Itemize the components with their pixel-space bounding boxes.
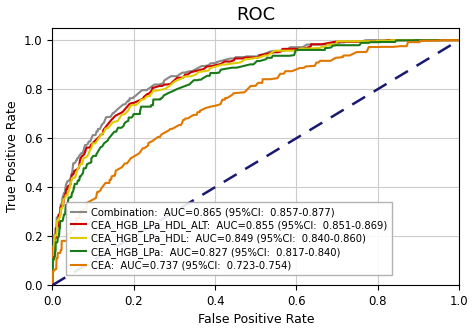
CEA_HGB_LPa_HDL:  AUC=0.849 (95%CI:  0.840-0.860): (0.351, 0.858): AUC=0.849 (95%CI: 0.840-0.860): (0.351, … — [192, 73, 198, 77]
Line: Combination:  AUC=0.865 (95%CI:  0.857-0.877): Combination: AUC=0.865 (95%CI: 0.857-0.8… — [53, 40, 459, 285]
CEA:  AUC=0.737 (95%CI:  0.723-0.754): (0.403, 0.733): AUC=0.737 (95%CI: 0.723-0.754): (0.403, … — [213, 104, 219, 108]
CEA_HGB_LPa_HDL_ALT:  AUC=0.855 (95%CI:  0.851-0.869): (1, 1): AUC=0.855 (95%CI: 0.851-0.869): (1, 1) — [456, 38, 462, 42]
Line: CEA_HGB_LPa_HDL_ALT:  AUC=0.855 (95%CI:  0.851-0.869): CEA_HGB_LPa_HDL_ALT: AUC=0.855 (95%CI: 0… — [53, 40, 459, 285]
Line: CEA_HGB_LPa:  AUC=0.827 (95%CI:  0.817-0.840): CEA_HGB_LPa: AUC=0.827 (95%CI: 0.817-0.8… — [53, 40, 459, 285]
Combination:  AUC=0.865 (95%CI:  0.857-0.877): (0, 0): AUC=0.865 (95%CI: 0.857-0.877): (0, 0) — [50, 283, 55, 287]
CEA_HGB_LPa_HDL_ALT:  AUC=0.855 (95%CI:  0.851-0.869): (0.249, 0.806): AUC=0.855 (95%CI: 0.851-0.869): (0.249, … — [151, 86, 156, 90]
CEA_HGB_LPa:  AUC=0.827 (95%CI:  0.817-0.840): (0.969, 1): AUC=0.827 (95%CI: 0.817-0.840): (0.969, … — [444, 38, 449, 42]
Title: ROC: ROC — [236, 6, 275, 24]
Combination:  AUC=0.865 (95%CI:  0.857-0.877): (0.968, 1): AUC=0.865 (95%CI: 0.857-0.877): (0.968, … — [443, 38, 449, 42]
Combination:  AUC=0.865 (95%CI:  0.857-0.877): (0.276, 0.837): AUC=0.865 (95%CI: 0.857-0.877): (0.276, … — [162, 78, 168, 82]
CEA_HGB_LPa_HDL:  AUC=0.849 (95%CI:  0.840-0.860): (1, 1): AUC=0.849 (95%CI: 0.840-0.860): (1, 1) — [456, 38, 462, 42]
Combination:  AUC=0.865 (95%CI:  0.857-0.877): (0.989, 1): AUC=0.865 (95%CI: 0.857-0.877): (0.989, … — [452, 38, 457, 42]
CEA_HGB_LPa_HDL_ALT:  AUC=0.855 (95%CI:  0.851-0.869): (0.824, 1): AUC=0.855 (95%CI: 0.851-0.869): (0.824, … — [385, 38, 391, 42]
CEA_HGB_LPa_HDL_ALT:  AUC=0.855 (95%CI:  0.851-0.869): (0.93, 1): AUC=0.855 (95%CI: 0.851-0.869): (0.93, 1… — [428, 38, 434, 42]
CEA:  AUC=0.737 (95%CI:  0.723-0.754): (1, 1): AUC=0.737 (95%CI: 0.723-0.754): (1, 1) — [456, 38, 462, 42]
CEA_HGB_LPa:  AUC=0.827 (95%CI:  0.817-0.840): (0.892, 1): AUC=0.827 (95%CI: 0.817-0.840): (0.892, … — [412, 38, 418, 42]
CEA_HGB_LPa_HDL:  AUC=0.849 (95%CI:  0.840-0.860): (0, 0): AUC=0.849 (95%CI: 0.840-0.860): (0, 0) — [50, 283, 55, 287]
CEA_HGB_LPa_HDL:  AUC=0.849 (95%CI:  0.840-0.860): (0.832, 1): AUC=0.849 (95%CI: 0.840-0.860): (0.832, … — [388, 38, 394, 42]
CEA_HGB_LPa_HDL:  AUC=0.849 (95%CI:  0.840-0.860): (0.989, 1): AUC=0.849 (95%CI: 0.840-0.860): (0.989, … — [452, 38, 457, 42]
CEA:  AUC=0.737 (95%CI:  0.723-0.754): (0.684, 0.916): AUC=0.737 (95%CI: 0.723-0.754): (0.684, … — [328, 59, 333, 63]
Line: CEA:  AUC=0.737 (95%CI:  0.723-0.754): CEA: AUC=0.737 (95%CI: 0.723-0.754) — [53, 40, 459, 285]
CEA_HGB_LPa_HDL:  AUC=0.849 (95%CI:  0.840-0.860): (0.964, 1): AUC=0.849 (95%CI: 0.840-0.860): (0.964, … — [442, 38, 447, 42]
CEA_HGB_LPa:  AUC=0.827 (95%CI:  0.817-0.840): (0.989, 1): AUC=0.827 (95%CI: 0.817-0.840): (0.989, … — [452, 38, 457, 42]
CEA_HGB_LPa:  AUC=0.827 (95%CI:  0.817-0.840): (0.00193, 0.105): AUC=0.827 (95%CI: 0.817-0.840): (0.00193… — [50, 257, 56, 261]
CEA_HGB_LPa_HDL:  AUC=0.849 (95%CI:  0.840-0.860): (0.301, 0.832): AUC=0.849 (95%CI: 0.840-0.860): (0.301, … — [172, 79, 178, 83]
CEA_HGB_LPa:  AUC=0.827 (95%CI:  0.817-0.840): (0, 0): AUC=0.827 (95%CI: 0.817-0.840): (0, 0) — [50, 283, 55, 287]
CEA:  AUC=0.737 (95%CI:  0.723-0.754): (0.949, 0.998): AUC=0.737 (95%CI: 0.723-0.754): (0.949, … — [436, 39, 441, 42]
CEA_HGB_LPa_HDL_ALT:  AUC=0.855 (95%CI:  0.851-0.869): (0.514, 0.94): AUC=0.855 (95%CI: 0.851-0.869): (0.514, … — [259, 53, 264, 57]
CEA_HGB_LPa_HDL:  AUC=0.849 (95%CI:  0.840-0.860): (0.657, 0.968): AUC=0.849 (95%CI: 0.840-0.860): (0.657, … — [317, 46, 323, 50]
Combination:  AUC=0.865 (95%CI:  0.857-0.877): (0.775, 1): AUC=0.865 (95%CI: 0.857-0.877): (0.775, … — [365, 38, 370, 42]
CEA_HGB_LPa:  AUC=0.827 (95%CI:  0.817-0.840): (0.384, 0.854): AUC=0.827 (95%CI: 0.817-0.840): (0.384, … — [206, 74, 211, 78]
Combination:  AUC=0.865 (95%CI:  0.857-0.877): (1, 1): AUC=0.865 (95%CI: 0.857-0.877): (1, 1) — [456, 38, 462, 42]
Combination:  AUC=0.865 (95%CI:  0.857-0.877): (0.625, 0.982): AUC=0.865 (95%CI: 0.857-0.877): (0.625, … — [304, 42, 310, 46]
Legend: Combination:  AUC=0.865 (95%CI:  0.857-0.877), CEA_HGB_LPa_HDL_ALT:  AUC=0.855 (: Combination: AUC=0.865 (95%CI: 0.857-0.8… — [65, 202, 392, 275]
Line: CEA_HGB_LPa_HDL:  AUC=0.849 (95%CI:  0.840-0.860): CEA_HGB_LPa_HDL: AUC=0.849 (95%CI: 0.840… — [53, 40, 459, 285]
CEA_HGB_LPa_HDL_ALT:  AUC=0.855 (95%CI:  0.851-0.869): (0, 0): AUC=0.855 (95%CI: 0.851-0.869): (0, 0) — [50, 283, 55, 287]
CEA:  AUC=0.737 (95%CI:  0.723-0.754): (0.956, 1): AUC=0.737 (95%CI: 0.723-0.754): (0.956, … — [438, 38, 444, 42]
Combination:  AUC=0.865 (95%CI:  0.857-0.877): (0.329, 0.868): AUC=0.865 (95%CI: 0.857-0.877): (0.329, … — [183, 71, 189, 75]
CEA_HGB_LPa_HDL_ALT:  AUC=0.855 (95%CI:  0.851-0.869): (0.225, 0.769): AUC=0.855 (95%CI: 0.851-0.869): (0.225, … — [141, 95, 147, 99]
CEA:  AUC=0.737 (95%CI:  0.723-0.754): (0.43, 0.764): AUC=0.737 (95%CI: 0.723-0.754): (0.43, 0… — [224, 96, 230, 100]
CEA_HGB_LPa:  AUC=0.827 (95%CI:  0.817-0.840): (0.36, 0.839): AUC=0.827 (95%CI: 0.817-0.840): (0.36, 0… — [196, 78, 202, 82]
Combination:  AUC=0.865 (95%CI:  0.857-0.877): (0.0013, 0.128): AUC=0.865 (95%CI: 0.857-0.877): (0.0013,… — [50, 252, 56, 256]
CEA_HGB_LPa_HDL:  AUC=0.849 (95%CI:  0.840-0.860): (0, 0.0991): AUC=0.849 (95%CI: 0.840-0.860): (0, 0.09… — [50, 259, 55, 263]
CEA:  AUC=0.737 (95%CI:  0.723-0.754): (0, 0): AUC=0.737 (95%CI: 0.723-0.754): (0, 0) — [50, 283, 55, 287]
CEA:  AUC=0.737 (95%CI:  0.723-0.754): (0.982, 1): AUC=0.737 (95%CI: 0.723-0.754): (0.982, … — [449, 38, 455, 42]
CEA:  AUC=0.737 (95%CI:  0.723-0.754): (0.00153, 0.0538): AUC=0.737 (95%CI: 0.723-0.754): (0.00153… — [50, 270, 56, 274]
X-axis label: False Positive Rate: False Positive Rate — [198, 313, 314, 326]
Y-axis label: True Positive Rate: True Positive Rate — [6, 101, 18, 212]
CEA_HGB_LPa:  AUC=0.827 (95%CI:  0.817-0.840): (0.614, 0.96): AUC=0.827 (95%CI: 0.817-0.840): (0.614, … — [300, 48, 305, 52]
CEA_HGB_LPa_HDL_ALT:  AUC=0.855 (95%CI:  0.851-0.869): (0.982, 1): AUC=0.855 (95%CI: 0.851-0.869): (0.982, … — [449, 38, 455, 42]
CEA_HGB_LPa:  AUC=0.827 (95%CI:  0.817-0.840): (1, 1): AUC=0.827 (95%CI: 0.817-0.840): (1, 1) — [456, 38, 462, 42]
CEA_HGB_LPa_HDL_ALT:  AUC=0.855 (95%CI:  0.851-0.869): (0.000991, 0.149): AUC=0.855 (95%CI: 0.851-0.869): (0.00099… — [50, 247, 56, 251]
